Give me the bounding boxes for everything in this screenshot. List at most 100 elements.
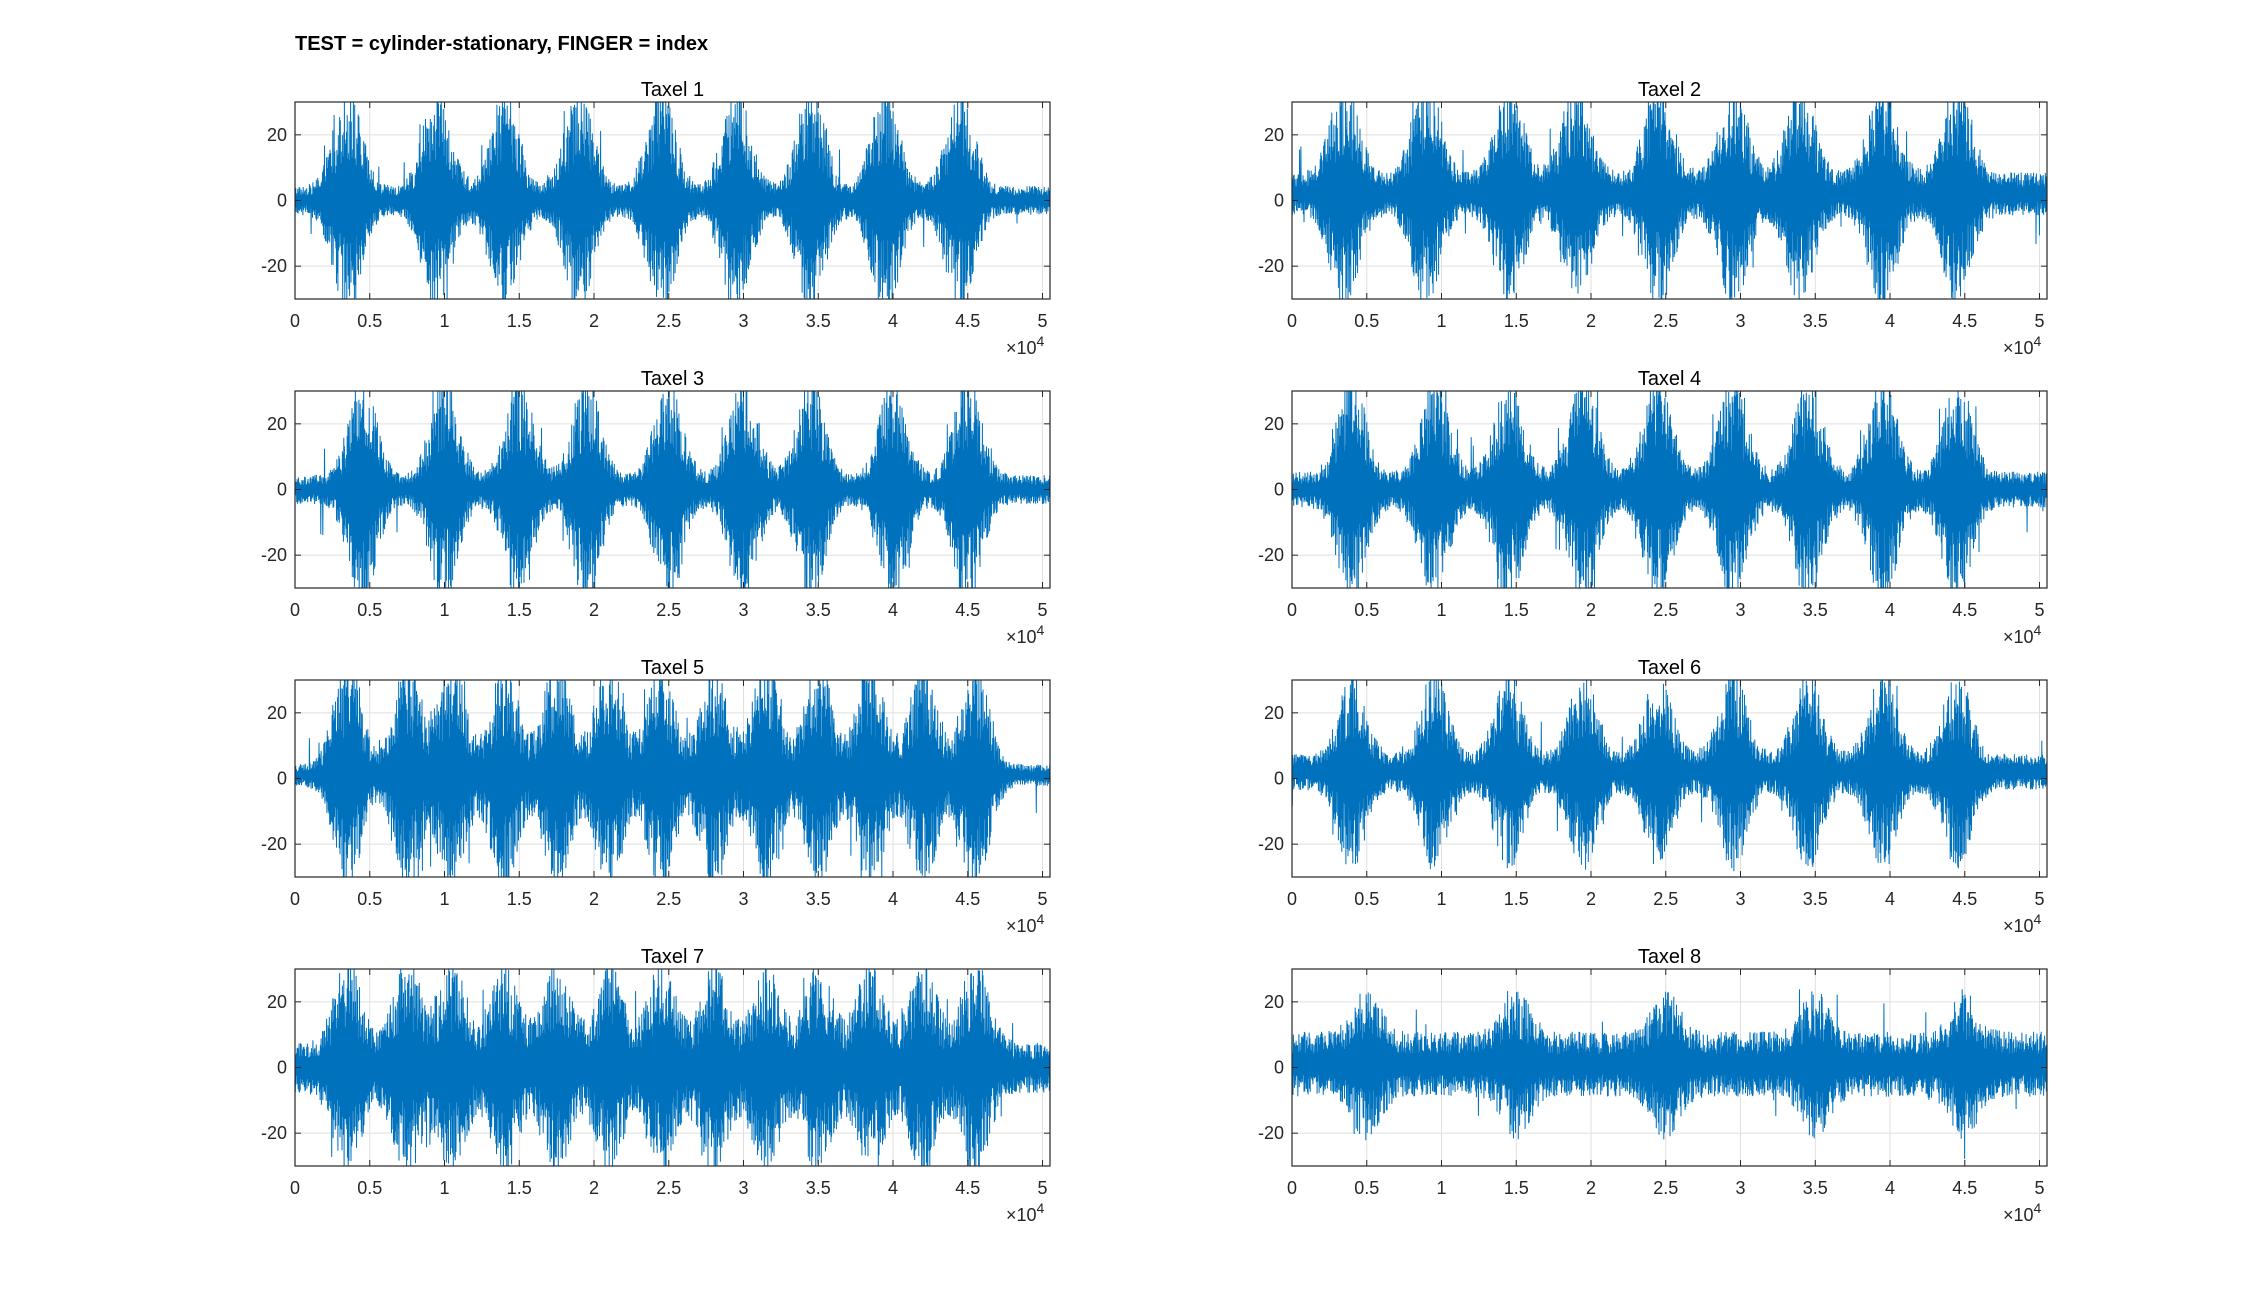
x-tick-label: 2 <box>589 889 599 909</box>
x-tick-label: 3.5 <box>1803 311 1828 331</box>
x-tick-label: 0 <box>1287 311 1297 331</box>
x-tick-label: 2.5 <box>1653 600 1678 620</box>
x-tick-label: 1 <box>1436 1178 1446 1198</box>
x-tick-label: 3 <box>739 889 749 909</box>
x-tick-label: 2 <box>1586 311 1596 331</box>
x-tick-label: 2 <box>1586 600 1596 620</box>
x-exponent-power: 4 <box>1037 333 1045 349</box>
subplot-taxel-6: 0 0.5 1 1.5 2 2.5 3 3.5 4 4.5 5 -20 0 20 ×104 Taxel 6 <box>1258 657 2048 936</box>
y-tick-label: 0 <box>277 1058 287 1078</box>
x-tick-label: 4.5 <box>955 311 980 331</box>
x-tick-label: 0 <box>290 1178 300 1198</box>
x-tick-label: 0.5 <box>357 600 382 620</box>
x-tick-label: 2.5 <box>656 311 681 331</box>
signal-line <box>1292 102 2047 299</box>
x-tick-label: 3.5 <box>806 600 831 620</box>
x-exponent-label: ×104 <box>2003 333 2042 358</box>
y-tick-label: -20 <box>1258 1123 1284 1143</box>
y-tick-label: -20 <box>261 545 287 565</box>
x-tick-label: 4.5 <box>1952 1178 1977 1198</box>
x-exponent-power: 4 <box>2034 911 2042 927</box>
x-tick-label: 2.5 <box>656 1178 681 1198</box>
x-exponent-label: ×104 <box>1006 622 1045 647</box>
x-tick-label: 1 <box>439 889 449 909</box>
x-tick-label: 5 <box>1038 1178 1048 1198</box>
subplot-title: Taxel 1 <box>641 79 704 101</box>
x-exponent-label: ×104 <box>1006 333 1045 358</box>
x-tick-label: 2 <box>589 311 599 331</box>
x-tick-label: 5 <box>2035 889 2045 909</box>
x-tick-label: 1.5 <box>1504 1178 1529 1198</box>
x-tick-label: 1.5 <box>507 889 532 909</box>
y-tick-label: 0 <box>1274 769 1284 789</box>
x-tick-label: 5 <box>1038 311 1048 331</box>
x-tick-label: 4 <box>888 600 898 620</box>
signal-line <box>295 969 1050 1166</box>
subplot-taxel-1: 0 0.5 1 1.5 2 2.5 3 3.5 4 4.5 5 -20 0 20 ×104 Taxel 1 <box>261 79 1051 358</box>
y-tick-label: 0 <box>277 769 287 789</box>
x-tick-label: 4 <box>1885 1178 1895 1198</box>
x-tick-label: 1 <box>1436 600 1446 620</box>
y-tick-label: 20 <box>1264 992 1284 1012</box>
x-tick-label: 3 <box>739 600 749 620</box>
x-tick-label: 1.5 <box>1504 600 1529 620</box>
x-tick-label: 0.5 <box>1354 889 1379 909</box>
x-tick-label: 1 <box>439 600 449 620</box>
x-tick-label: 1.5 <box>507 311 532 331</box>
x-tick-label: 0.5 <box>1354 1178 1379 1198</box>
x-exponent-label: ×104 <box>1006 1200 1045 1225</box>
y-tick-label: 0 <box>277 191 287 211</box>
x-tick-label: 2.5 <box>1653 311 1678 331</box>
subplot-title: Taxel 4 <box>1638 368 1701 390</box>
x-tick-label: 0 <box>290 889 300 909</box>
subplot-taxel-2: 0 0.5 1 1.5 2 2.5 3 3.5 4 4.5 5 -20 0 20 ×104 Taxel 2 <box>1258 79 2048 358</box>
x-tick-label: 0 <box>1287 889 1297 909</box>
x-tick-label: 3 <box>739 1178 749 1198</box>
subplot-title: Taxel 8 <box>1638 946 1701 968</box>
x-tick-label: 3.5 <box>1803 1178 1828 1198</box>
signal-line <box>1292 680 2047 872</box>
y-tick-label: -20 <box>1258 256 1284 276</box>
x-tick-label: 0.5 <box>357 311 382 331</box>
y-tick-label: 0 <box>277 480 287 500</box>
x-exponent-power: 4 <box>2034 333 2042 349</box>
x-tick-label: 1.5 <box>1504 889 1529 909</box>
x-tick-label: 3 <box>739 311 749 331</box>
x-tick-label: 3.5 <box>1803 889 1828 909</box>
x-exponent-label: ×104 <box>2003 622 2042 647</box>
y-tick-label: 20 <box>267 125 287 145</box>
y-tick-label: 20 <box>267 703 287 723</box>
x-tick-label: 2.5 <box>1653 889 1678 909</box>
x-tick-label: 1 <box>439 1178 449 1198</box>
x-tick-label: 1 <box>1436 311 1446 331</box>
x-tick-label: 3 <box>1736 600 1746 620</box>
x-exponent-power: 4 <box>1037 622 1045 638</box>
x-tick-label: 5 <box>2035 311 2045 331</box>
subplot-taxel-4: 0 0.5 1 1.5 2 2.5 3 3.5 4 4.5 5 -20 0 20 ×104 Taxel 4 <box>1258 368 2048 647</box>
y-tick-label: 20 <box>1264 703 1284 723</box>
x-exponent-label: ×104 <box>2003 911 2042 936</box>
x-tick-label: 4 <box>1885 600 1895 620</box>
subplot-title: Taxel 3 <box>641 368 704 390</box>
x-tick-label: 5 <box>1038 889 1048 909</box>
y-tick-label: -20 <box>261 1123 287 1143</box>
x-tick-label: 1 <box>439 311 449 331</box>
x-tick-label: 5 <box>2035 1178 2045 1198</box>
x-tick-label: 1.5 <box>507 1178 532 1198</box>
y-tick-label: 0 <box>1274 1058 1284 1078</box>
subplot-title: Taxel 7 <box>641 946 704 968</box>
x-tick-label: 4.5 <box>1952 600 1977 620</box>
y-tick-label: -20 <box>261 834 287 854</box>
signal-line <box>295 391 1050 588</box>
x-exponent-power: 4 <box>1037 1200 1045 1216</box>
x-exponent-power: 4 <box>2034 622 2042 638</box>
y-tick-label: 20 <box>1264 414 1284 434</box>
x-tick-label: 0 <box>290 600 300 620</box>
y-tick-label: 20 <box>267 992 287 1012</box>
x-tick-label: 0.5 <box>357 889 382 909</box>
x-exponent-label: ×104 <box>2003 1200 2042 1225</box>
x-tick-label: 4 <box>1885 889 1895 909</box>
x-tick-label: 4.5 <box>1952 889 1977 909</box>
subplot-taxel-7: 0 0.5 1 1.5 2 2.5 3 3.5 4 4.5 5 -20 0 20 ×104 Taxel 7 <box>261 946 1051 1225</box>
